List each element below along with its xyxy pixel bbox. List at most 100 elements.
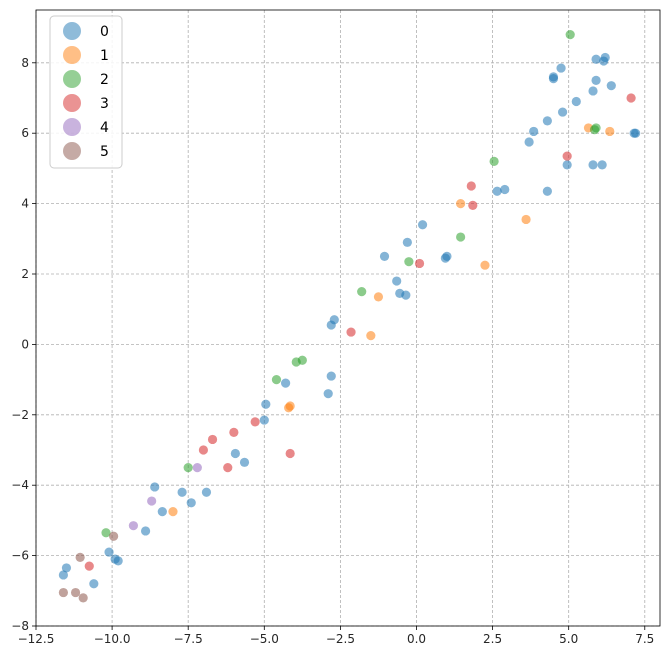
- x-tick-label: 5.0: [559, 632, 578, 646]
- legend-label-3: 3: [100, 96, 109, 112]
- data-point-series-0: [323, 389, 333, 399]
- data-point-series-3: [626, 93, 636, 103]
- data-point-series-1: [284, 403, 294, 413]
- data-point-series-0: [392, 276, 402, 286]
- data-point-series-0: [58, 570, 68, 580]
- data-point-series-0: [597, 160, 607, 170]
- x-tick-label: 7.5: [635, 632, 654, 646]
- legend-label-0: 0: [100, 24, 109, 40]
- y-tick-label: 0: [21, 337, 29, 351]
- legend-marker-1: [63, 46, 81, 64]
- data-point-series-3: [223, 463, 233, 473]
- data-points: [58, 30, 641, 603]
- data-point-series-0: [379, 251, 390, 261]
- data-point-series-3: [346, 327, 356, 337]
- data-point-series-1: [521, 214, 531, 225]
- legend-marker-3: [63, 94, 81, 112]
- data-point-series-0: [402, 237, 412, 247]
- x-axis-ticks: −12.5 −10.0 −7.5 −5.0 −2.5 0.0 2.5 5.0 7.5: [18, 626, 654, 646]
- data-point-series-0: [500, 184, 510, 195]
- data-point-series-0: [492, 186, 502, 196]
- data-point-series-0: [89, 579, 99, 589]
- data-point-series-3: [562, 151, 572, 161]
- data-point-series-2: [404, 257, 414, 267]
- y-tick-label: 4: [21, 197, 29, 211]
- x-tick-label: −5.0: [250, 632, 279, 646]
- data-point-series-5: [70, 587, 81, 598]
- data-point-series-0: [104, 547, 114, 557]
- y-tick-label: 6: [21, 126, 29, 140]
- data-point-series-0: [524, 137, 534, 147]
- x-tick-label: 2.5: [483, 632, 502, 646]
- legend-label-5: 5: [100, 144, 109, 160]
- data-point-series-0: [230, 448, 240, 459]
- data-point-series-2: [489, 156, 499, 166]
- data-point-series-0: [201, 487, 212, 497]
- legend-marker-2: [63, 70, 81, 88]
- data-point-series-0: [401, 290, 411, 300]
- data-point-series-1: [456, 199, 466, 209]
- data-point-series-0: [556, 63, 566, 73]
- data-point-series-0: [542, 116, 552, 126]
- data-point-series-2: [297, 355, 307, 365]
- data-point-series-0: [529, 126, 539, 137]
- data-point-series-0: [571, 96, 581, 107]
- data-point-series-5: [58, 587, 68, 598]
- y-tick-label: −4: [11, 478, 29, 492]
- data-point-series-0: [259, 415, 269, 425]
- y-tick-label: −6: [11, 549, 29, 563]
- data-point-series-0: [542, 186, 552, 196]
- data-point-series-4: [192, 463, 202, 473]
- data-point-series-2: [183, 463, 193, 473]
- data-point-series-0: [591, 54, 601, 64]
- data-point-series-3: [466, 181, 476, 191]
- data-point-series-2: [271, 375, 282, 385]
- data-point-series-0: [562, 160, 572, 170]
- legend-marker-0: [63, 22, 81, 40]
- x-tick-label: −12.5: [18, 632, 55, 646]
- legend-marker-5: [63, 142, 81, 160]
- data-point-series-2: [589, 125, 600, 135]
- legend-box: [49, 15, 123, 169]
- y-tick-label: 8: [21, 56, 29, 70]
- y-axis-ticks: −8 −6 −4 −2 0 2 4 6 8: [11, 56, 36, 633]
- data-point-series-4: [147, 496, 157, 506]
- legend-label-1: 1: [100, 48, 109, 64]
- data-point-series-0: [548, 72, 559, 82]
- x-tick-label: −2.5: [326, 632, 355, 646]
- data-point-series-1: [605, 126, 615, 137]
- data-point-series-3: [468, 200, 478, 210]
- legend-label-4: 4: [100, 120, 109, 136]
- x-tick-label: −7.5: [174, 632, 203, 646]
- data-point-series-3: [414, 258, 425, 269]
- data-point-series-0: [177, 487, 187, 497]
- data-point-series-0: [113, 556, 123, 566]
- x-tick-label: −10.0: [94, 632, 131, 646]
- data-point-series-0: [417, 220, 428, 230]
- legend-marker-4: [63, 118, 81, 136]
- y-tick-label: −8: [11, 619, 29, 633]
- data-point-series-2: [565, 30, 575, 40]
- data-point-series-0: [157, 507, 167, 517]
- y-tick-label: 2: [21, 267, 29, 281]
- data-point-series-0: [239, 457, 250, 467]
- data-point-series-0: [591, 75, 601, 85]
- data-point-series-0: [281, 378, 291, 388]
- data-point-series-0: [557, 107, 568, 117]
- data-point-series-0: [588, 86, 598, 96]
- data-point-series-5: [109, 531, 119, 541]
- data-point-series-0: [261, 399, 271, 409]
- data-point-series-1: [373, 292, 384, 302]
- axes-frame: [35, 9, 661, 627]
- grid-lines: [35, 10, 660, 627]
- data-point-series-2: [357, 287, 367, 297]
- data-point-series-3: [250, 417, 260, 427]
- data-point-series-4: [128, 521, 139, 531]
- data-point-series-0: [186, 498, 196, 508]
- legend: 0 1 2 3 4 5: [49, 15, 123, 169]
- data-point-series-0: [442, 251, 452, 261]
- data-point-series-3: [84, 561, 94, 571]
- data-point-series-0: [150, 482, 160, 492]
- data-point-series-0: [61, 563, 72, 573]
